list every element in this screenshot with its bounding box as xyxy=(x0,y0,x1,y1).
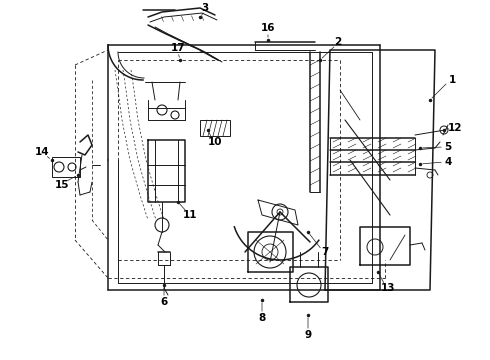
Text: 9: 9 xyxy=(304,330,312,340)
Text: 11: 11 xyxy=(183,210,197,220)
Text: 12: 12 xyxy=(448,123,462,133)
Text: 10: 10 xyxy=(208,137,222,147)
Text: 1: 1 xyxy=(448,75,456,85)
Text: 15: 15 xyxy=(55,180,69,190)
Bar xyxy=(200,120,230,136)
Text: 6: 6 xyxy=(160,297,168,307)
Text: 2: 2 xyxy=(334,37,342,47)
Circle shape xyxy=(277,209,283,215)
Text: 13: 13 xyxy=(381,283,395,293)
Text: 5: 5 xyxy=(444,142,452,152)
Bar xyxy=(52,157,80,177)
Text: 17: 17 xyxy=(171,43,185,53)
Text: 16: 16 xyxy=(261,23,275,33)
Text: 7: 7 xyxy=(321,247,329,257)
Text: 14: 14 xyxy=(35,147,49,157)
Text: 8: 8 xyxy=(258,313,266,323)
Text: 3: 3 xyxy=(201,3,209,13)
Text: 4: 4 xyxy=(444,157,452,167)
